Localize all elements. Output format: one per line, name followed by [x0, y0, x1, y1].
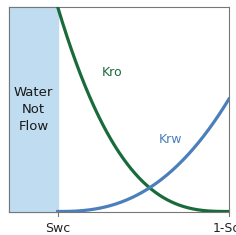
Text: Swc: Swc [45, 222, 70, 235]
Text: Krw: Krw [159, 133, 182, 146]
Text: Water
Not
Flow: Water Not Flow [14, 86, 53, 133]
Text: Kro: Kro [102, 66, 122, 79]
Text: 1-Sor: 1-Sor [212, 222, 236, 235]
Bar [9, 7, 58, 212]
